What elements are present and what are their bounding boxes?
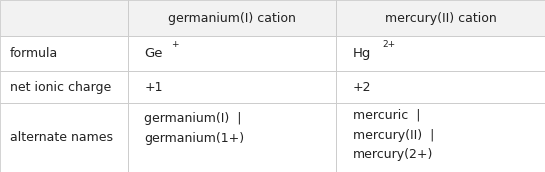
Text: formula: formula (10, 47, 58, 60)
Bar (0, 0, 128, 36)
Bar (336, 36, 545, 71)
Text: alternate names: alternate names (10, 131, 113, 144)
Text: 2+: 2+ (383, 40, 396, 49)
Bar (128, 0, 336, 36)
Bar (336, 0, 545, 36)
Bar (0, 36, 128, 71)
Text: net ionic charge: net ionic charge (10, 81, 111, 94)
Bar (128, 0, 336, 36)
Bar (336, 71, 545, 103)
Bar (0, 0, 128, 36)
Text: germanium(I) cation: germanium(I) cation (168, 12, 296, 25)
Text: mercuric  |: mercuric | (353, 109, 420, 122)
Bar (336, 0, 545, 36)
Bar (128, 36, 336, 71)
Text: mercury(II)  |: mercury(II) | (353, 128, 434, 142)
Text: mercury(2+): mercury(2+) (353, 148, 433, 161)
Bar (128, 71, 336, 103)
Text: +2: +2 (353, 81, 371, 94)
Text: +: + (171, 40, 178, 49)
Text: germanium(1+): germanium(1+) (144, 132, 245, 145)
Text: +1: +1 (144, 81, 163, 94)
Bar (0, 103, 128, 172)
Text: Hg: Hg (353, 47, 371, 60)
Text: germanium(I)  |: germanium(I) | (144, 112, 242, 125)
Bar (128, 103, 336, 172)
Text: mercury(II) cation: mercury(II) cation (385, 12, 496, 25)
Bar (0, 71, 128, 103)
Bar (336, 103, 545, 172)
Text: Ge: Ge (144, 47, 163, 60)
